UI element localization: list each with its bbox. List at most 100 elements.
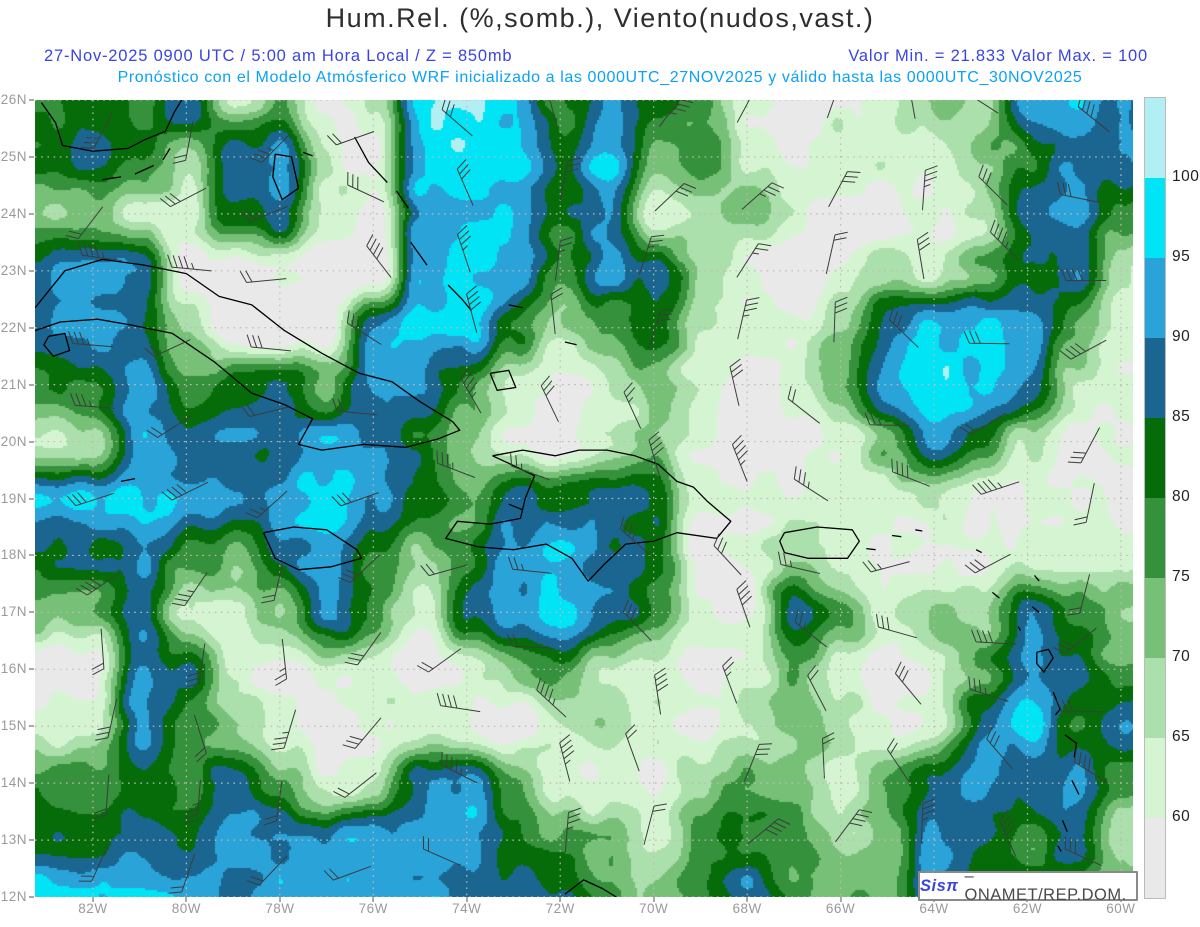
wind-barb — [1056, 699, 1103, 713]
wind-barb — [466, 285, 482, 333]
wind-barb — [554, 236, 573, 281]
lat-tick — [29, 839, 34, 842]
coastline — [120, 477, 136, 483]
coastline — [43, 332, 71, 357]
lat-tick-label: 17N — [0, 604, 27, 620]
wind-barb — [263, 781, 283, 826]
map-overlay — [35, 100, 1133, 897]
coastline — [1036, 648, 1054, 673]
wind-barb — [1074, 749, 1109, 784]
subtitle-line2: Pronóstico con el Modelo Atmósferico WRF… — [117, 69, 1083, 86]
wind-barb — [968, 676, 1009, 702]
lon-tick — [185, 897, 188, 902]
wind-barb — [643, 803, 667, 845]
wind-barb — [729, 358, 744, 406]
wind-barb — [540, 375, 559, 423]
colorbar-segment — [1145, 178, 1165, 258]
colorbar-segment — [1145, 498, 1165, 578]
wind-barb — [436, 450, 476, 478]
lat-tick-label: 21N — [0, 376, 27, 392]
lon-tick-label: 66W — [825, 901, 856, 916]
wind-barb — [549, 100, 558, 127]
wind-barb — [741, 182, 785, 210]
wind-barb — [271, 709, 297, 751]
wind-barb — [344, 632, 382, 666]
colorbar-tick-label: 90 — [1172, 328, 1191, 345]
wind-barb — [536, 677, 567, 718]
wind-barb — [159, 187, 207, 208]
wind-barb — [713, 533, 742, 576]
wind-barb — [75, 571, 121, 596]
lat-tick-label: 16N — [0, 661, 27, 677]
wind-barb — [559, 157, 581, 201]
lat-tick — [29, 269, 34, 272]
wind-barb — [95, 698, 118, 741]
wind-barb — [416, 648, 462, 673]
wind-barb — [456, 159, 474, 206]
wind-barb — [731, 434, 748, 482]
coastline — [447, 284, 472, 312]
wind-barb — [436, 692, 481, 713]
wind-barb — [241, 404, 289, 418]
lon-tick-label: 64W — [919, 901, 949, 916]
wind-barb — [168, 853, 196, 894]
coastline — [35, 258, 461, 451]
wind-barb — [246, 334, 292, 352]
lon-tick-label: 72W — [545, 901, 575, 916]
wind-barb — [743, 743, 773, 782]
lat-tick-label: 25N — [0, 148, 27, 164]
watermark-org: – ONAMET/REP.DOM. — [964, 867, 1127, 904]
coastline — [866, 547, 876, 551]
lat-tick-label: 12N — [0, 889, 27, 905]
colorbar-segment — [1145, 818, 1165, 898]
wind-barb — [736, 100, 750, 123]
wind-barb — [648, 431, 664, 479]
wind-barb — [332, 398, 377, 416]
lon-tick — [839, 897, 842, 902]
lat-tick-label: 22N — [0, 319, 27, 335]
lat-tick-label: 24N — [0, 205, 27, 221]
wind-barb — [333, 772, 377, 798]
wind-barb — [420, 563, 468, 577]
wind-barb — [550, 287, 563, 335]
coastline — [40, 100, 183, 152]
wind-barb — [826, 100, 835, 119]
wind-barbs — [65, 100, 1110, 894]
wind-barb — [457, 225, 471, 273]
coastline — [302, 151, 313, 157]
coastline — [1071, 780, 1080, 795]
wind-barb — [93, 774, 110, 820]
lon-tick — [278, 897, 281, 902]
wind-barb — [80, 112, 113, 149]
wind-barb — [822, 732, 835, 779]
colorbar-segment — [1145, 98, 1165, 178]
wind-barb — [249, 133, 291, 163]
wind-barb — [78, 844, 109, 882]
wind-barb — [976, 100, 999, 114]
wind-barb — [146, 415, 192, 438]
lat-tick-label: 26N — [0, 92, 27, 107]
wind-barb — [240, 205, 288, 223]
wind-barb — [619, 516, 651, 556]
wind-barb — [722, 656, 738, 704]
wind-barb — [658, 100, 694, 128]
forecast-map[interactable] — [35, 100, 1133, 897]
wind-barb — [347, 171, 385, 203]
wind-barb — [70, 393, 115, 409]
wind-barb — [794, 609, 827, 648]
sispi-logo: Sisπ — [920, 876, 959, 895]
valid-time-label: 27-Nov-2025 0900 UTC / 5:00 am Hora Loca… — [44, 47, 513, 65]
wind-barb — [654, 183, 697, 212]
wind-barb — [777, 551, 821, 574]
wind-barb — [736, 243, 772, 278]
wind-barb — [916, 231, 931, 280]
lon-tick — [91, 897, 94, 902]
wind-barb — [246, 855, 288, 886]
coastline — [915, 529, 923, 532]
wind-barb — [172, 121, 194, 164]
colorbar-segment — [1145, 658, 1165, 738]
colorbar-tick-label: 60 — [1172, 808, 1191, 825]
coastline — [134, 164, 154, 175]
wind-barb — [331, 492, 379, 507]
wind-barb — [245, 490, 288, 519]
